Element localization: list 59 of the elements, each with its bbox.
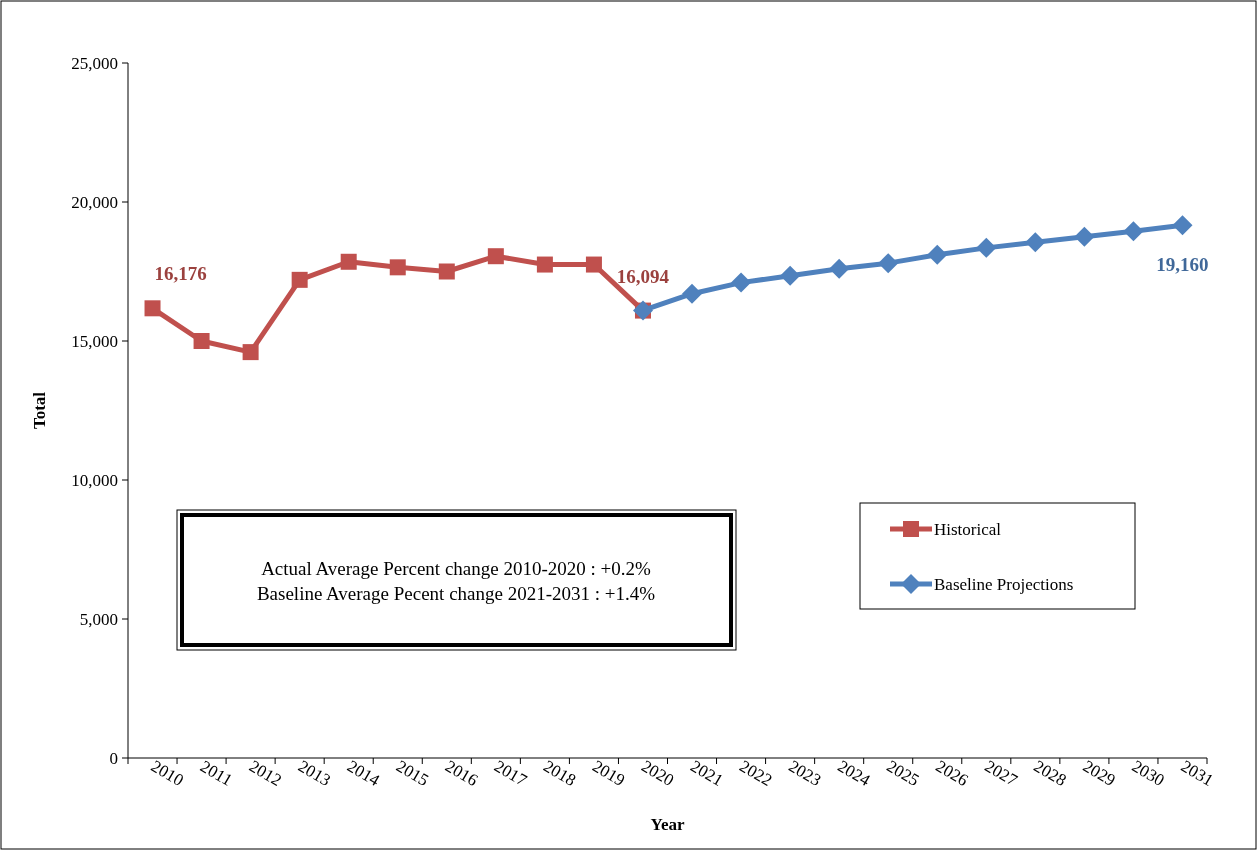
x-tick-label: 2016: [442, 756, 482, 790]
x-tick-label: 2030: [1128, 756, 1168, 790]
legend-label: Baseline Projections: [934, 574, 1074, 594]
point: [144, 300, 161, 317]
point: [536, 256, 553, 273]
x-tick-label: 2023: [785, 756, 825, 790]
x-tick-label: 2025: [883, 756, 923, 790]
x-tick-label: 2022: [736, 756, 776, 790]
data-label: 16,176: [154, 263, 207, 285]
x-tick-label: 2019: [589, 756, 629, 790]
point: [976, 237, 997, 258]
point: [1172, 215, 1193, 236]
point: [438, 263, 455, 280]
data-label: 19,160: [1156, 254, 1209, 276]
point: [731, 272, 752, 293]
x-tick-label: 2018: [540, 756, 580, 790]
point: [1074, 226, 1095, 247]
x-tick-label: 2013: [294, 756, 334, 790]
legend-label: Historical: [934, 519, 1002, 539]
x-tick-label: 2029: [1079, 756, 1119, 790]
x-tick-label: 2014: [343, 756, 384, 791]
point: [927, 244, 948, 265]
y-tick-label: 10,000: [71, 470, 118, 490]
point: [878, 253, 899, 274]
point: [291, 271, 308, 288]
point: [487, 248, 504, 265]
point: [389, 259, 406, 276]
annotation: Baseline Average Pecent change 2021-2031 : +1.4%: [256, 583, 656, 604]
y-tick-label: 15,000: [71, 331, 118, 351]
x-tick-label: 2028: [1030, 756, 1070, 790]
point: [829, 258, 850, 279]
point: [682, 283, 703, 304]
x-axis-title: Year: [650, 815, 685, 834]
point: [780, 265, 801, 286]
point: [1025, 232, 1046, 253]
x-tick-label: 2010: [147, 756, 187, 790]
x-tick-label: 2017: [491, 756, 531, 791]
x-tick-label: 2021: [687, 756, 727, 790]
point: [193, 333, 210, 349]
y-tick-label: 5,000: [79, 609, 118, 629]
point: [242, 344, 259, 361]
point: [340, 253, 357, 270]
data-label: 16,094: [616, 265, 670, 287]
y-tick-label: 0: [109, 748, 118, 768]
x-tick-label: 2027: [981, 756, 1021, 791]
y-tick-label: 20,000: [71, 192, 118, 212]
x-tick-label: 2012: [245, 756, 285, 790]
annotation: Actual Average Percent change 2010-2020 : +0.2%: [261, 558, 652, 579]
x-tick-label: 2031: [1177, 756, 1217, 790]
text-box: Actual Average Percent change 2010-2020 : +0.2% Baseline Average Pecent change 2021-2031 : +1.4%: [176, 509, 737, 651]
x-tick-label: 2024: [834, 756, 874, 791]
x-tick-label: 2015: [393, 756, 432, 790]
x-tick-label: 2020: [638, 756, 678, 790]
x-tick-label: 2026: [932, 756, 972, 790]
point: [585, 256, 602, 273]
y-tick-label: 25,000: [71, 53, 118, 73]
point: [1123, 221, 1144, 242]
y-axis-title: Total: [30, 391, 49, 430]
x-tick-label: 2011: [197, 756, 236, 790]
